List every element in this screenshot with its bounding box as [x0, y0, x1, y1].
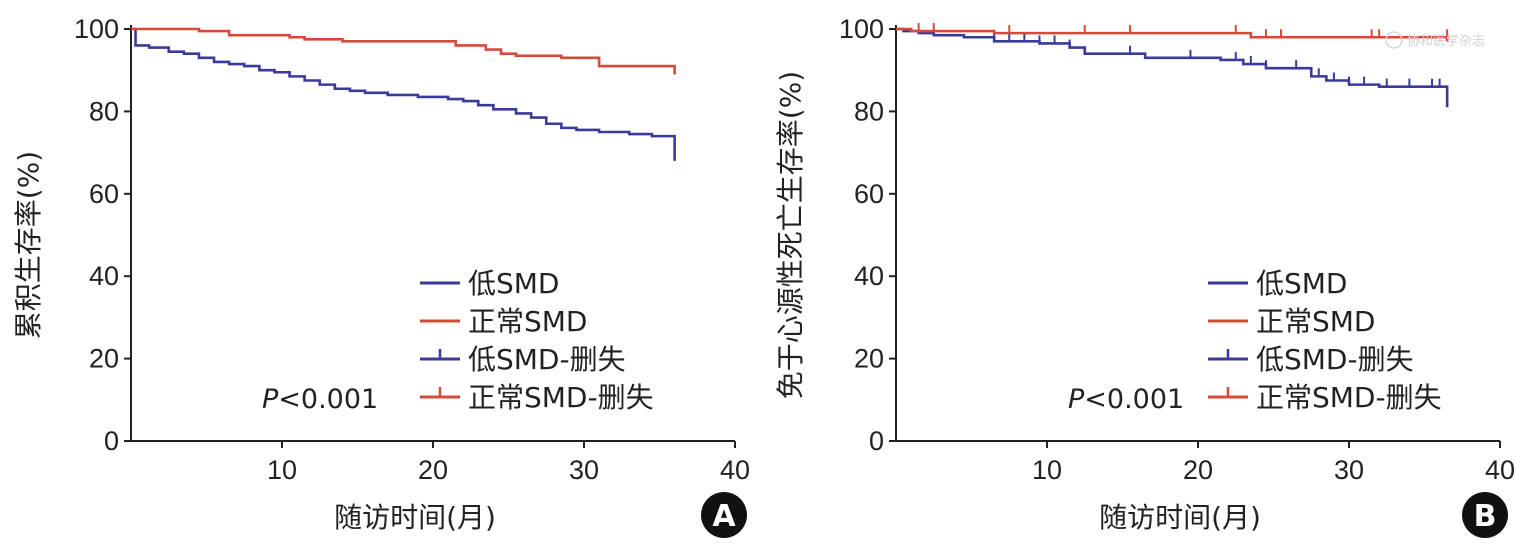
p-value-number: <0.001 — [1084, 384, 1184, 415]
y-tick-label: 80 — [89, 96, 119, 126]
p-value: P<0.001 — [262, 384, 378, 415]
legend-label: 正常SMD — [1256, 305, 1376, 338]
survival-curve-normal-smd — [131, 27, 676, 75]
y-tick-label: 40 — [854, 261, 884, 291]
x-tick-label: 10 — [267, 455, 297, 485]
survival-curve-normal-smd — [896, 27, 1449, 42]
panel-badge — [1462, 492, 1508, 538]
y-tick-label: 60 — [854, 179, 884, 209]
panel-badge-label: B — [1474, 499, 1497, 534]
survival-curve-low-smd — [896, 27, 1449, 108]
x-tick-label: 30 — [569, 455, 599, 485]
y-tick-label: 0 — [104, 426, 119, 456]
panel-badge — [701, 492, 747, 538]
y-axis-label: 累积生存率(%) — [12, 151, 45, 339]
legend-label: 正常SMD-删失 — [468, 381, 654, 414]
y-tick-label: 40 — [89, 261, 119, 291]
panel-a: 0 20 40 60 80 100 10 20 30 40 随访时间(月) 累积生存率(%) 低SMD 正… — [12, 14, 750, 538]
panel-b: 0 20 40 60 80 100 10 20 30 40 随访时间(月) 免于心源性死亡生存率(%)… — [774, 14, 1515, 538]
p-value-symbol: P — [262, 384, 279, 415]
p-value-number: <0.001 — [278, 384, 378, 415]
y-tick-label: 20 — [854, 344, 884, 374]
y-axis-label: 免于心源性死亡生存率(%) — [774, 71, 807, 399]
y-tick-label: 80 — [854, 96, 884, 126]
legend-label: 正常SMD — [468, 305, 588, 338]
legend-label: 低SMD — [468, 267, 560, 300]
p-value-symbol: P — [1068, 384, 1085, 415]
legend-label: 低SMD-删失 — [1256, 343, 1414, 376]
p-value: P<0.001 — [1068, 384, 1184, 415]
y-tick-label: 100 — [839, 14, 884, 44]
panel-badge-label: A — [712, 499, 736, 534]
x-axis-label: 随访时间(月) — [334, 501, 496, 534]
y-tick-label: 60 — [89, 179, 119, 209]
legend-label: 正常SMD-删失 — [1256, 381, 1442, 414]
x-tick-label: 30 — [1334, 455, 1364, 485]
x-axis-label: 随访时间(月) — [1099, 501, 1261, 534]
x-tick-label: 10 — [1032, 455, 1062, 485]
watermark: 协和医学杂志 — [1385, 31, 1485, 49]
legend-label: 低SMD-删失 — [468, 343, 626, 376]
x-tick-label: 40 — [720, 455, 750, 485]
y-tick-label: 20 — [89, 344, 119, 374]
watermark-logo-icon — [1385, 31, 1403, 49]
x-tick-label: 20 — [418, 455, 448, 485]
x-tick-label: 40 — [1485, 455, 1515, 485]
survival-curve-low-smd — [131, 27, 676, 161]
watermark-text: 协和医学杂志 — [1407, 33, 1485, 49]
y-tick-label: 100 — [74, 14, 119, 44]
y-tick-label: 0 — [869, 426, 884, 456]
x-tick-label: 20 — [1183, 455, 1213, 485]
legend-label: 低SMD — [1256, 267, 1348, 300]
